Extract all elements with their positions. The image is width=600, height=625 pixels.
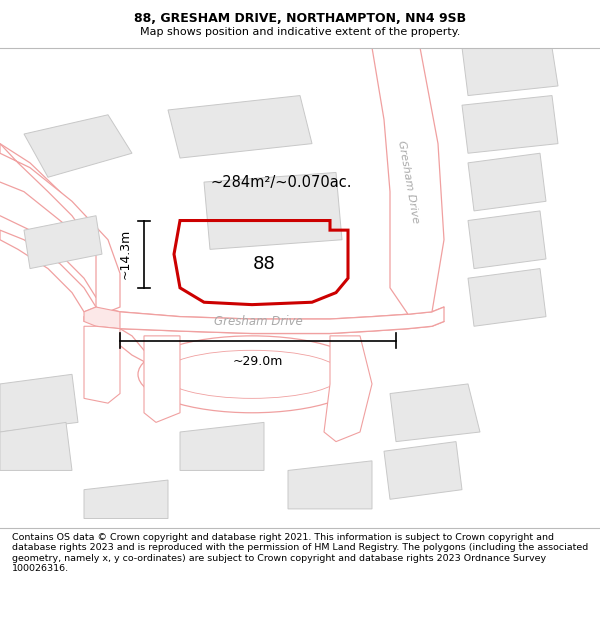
Polygon shape [84,307,120,329]
Text: Gresham Drive: Gresham Drive [214,315,302,328]
Polygon shape [384,442,462,499]
Polygon shape [462,48,558,96]
Polygon shape [0,144,120,312]
Polygon shape [390,384,480,442]
Polygon shape [468,269,546,326]
Text: Gresham Drive: Gresham Drive [396,140,420,224]
Polygon shape [24,216,102,269]
Text: Contains OS data © Crown copyright and database right 2021. This information is : Contains OS data © Crown copyright and d… [12,533,588,573]
Polygon shape [468,211,546,269]
Polygon shape [180,422,264,471]
Polygon shape [84,480,168,519]
Polygon shape [0,230,96,312]
Polygon shape [168,96,312,158]
Polygon shape [24,115,132,178]
Text: ~14.3m: ~14.3m [119,229,132,279]
Polygon shape [468,153,546,211]
Polygon shape [144,336,180,422]
Text: Map shows position and indicative extent of the property.: Map shows position and indicative extent… [140,27,460,37]
Text: ~29.0m: ~29.0m [233,355,283,368]
Text: 88: 88 [253,255,275,272]
Polygon shape [0,374,78,432]
Polygon shape [0,422,72,471]
Polygon shape [462,96,558,153]
Ellipse shape [162,350,342,398]
Text: ~284m²/~0.070ac.: ~284m²/~0.070ac. [210,174,352,189]
Ellipse shape [138,336,366,412]
Polygon shape [204,173,342,249]
Polygon shape [288,461,372,509]
Polygon shape [84,326,120,403]
Polygon shape [96,307,444,334]
Polygon shape [324,336,372,442]
Text: 88, GRESHAM DRIVE, NORTHAMPTON, NN4 9SB: 88, GRESHAM DRIVE, NORTHAMPTON, NN4 9SB [134,12,466,25]
Polygon shape [372,48,444,314]
